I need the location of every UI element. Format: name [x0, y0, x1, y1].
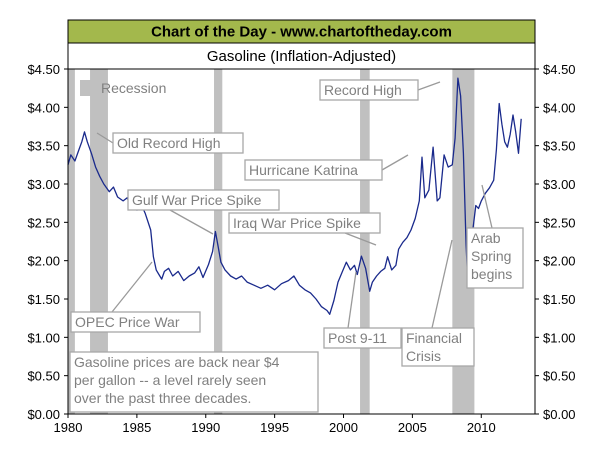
y-tick-label-right: $0.00 [543, 407, 576, 422]
annotation-box [228, 212, 381, 234]
annotation-box [69, 351, 319, 413]
y-tick-label-right: $1.00 [543, 330, 576, 345]
y-tick-label-left: $3.00 [27, 177, 60, 192]
annotation-text: Arab [471, 230, 501, 246]
y-tick-label-left: $0.00 [27, 407, 60, 422]
annotation-box [319, 79, 419, 101]
annotation-text: Financial [406, 330, 462, 346]
x-tick-label: 1990 [191, 420, 220, 435]
annotation-text: over the past three decades. [74, 390, 251, 406]
annotation-leader [344, 232, 377, 246]
y-tick-label-left: $4.50 [27, 62, 60, 77]
annotation-financial: Financial Crisis [401, 239, 475, 367]
annotation-box [401, 327, 475, 367]
annotation-text: Hurricane Katrina [249, 162, 358, 178]
subtitle-bar [67, 42, 536, 70]
legend: Recession [80, 80, 166, 96]
y-tick-label-left: $4.00 [27, 100, 60, 115]
annotation-text: Spring [471, 248, 511, 264]
y-tick-label-right: $2.00 [543, 254, 576, 269]
recession-band-0 [68, 69, 75, 414]
recession-band-2 [214, 69, 223, 414]
y-tick-label-left: $1.00 [27, 330, 60, 345]
annotation-leader [431, 239, 453, 329]
x-tick-label: 1995 [260, 420, 289, 435]
annotation-text: OPEC Price War [75, 314, 180, 330]
y-tick-label-right: $3.50 [543, 139, 576, 154]
x-tick-label: 2000 [329, 420, 358, 435]
annotation-text: Gulf War Price Spike [132, 192, 262, 208]
plot-frame [67, 68, 536, 415]
y-tick-label-left: $1.50 [27, 292, 60, 307]
annotation-box [323, 327, 402, 349]
annotation-text: Post 9-11 [328, 330, 387, 346]
x-tick-label: 2005 [398, 420, 427, 435]
y-tick-label-right: $4.00 [543, 100, 576, 115]
series-line [67, 77, 522, 315]
annotation-box [244, 159, 383, 181]
annotation-text: Old Record High [117, 135, 221, 151]
annotation-katrina: Hurricane Katrina [244, 154, 409, 181]
annotation-gulf-war: Gulf War Price Spike [127, 189, 280, 235]
y-tick-label-right: $2.50 [543, 215, 576, 230]
y-tick-label-right: $3.00 [543, 177, 576, 192]
annotation-text: Record High [324, 82, 402, 98]
annotation-post-911: Post 9-11 [323, 271, 402, 349]
annotation-iraq-war: Iraq War Price Spike [228, 212, 381, 246]
annotation-note: Gasoline prices are back near $4 per gall… [69, 351, 319, 413]
annotation-leader [169, 209, 214, 235]
annotation-leader [111, 261, 153, 313]
y-tick-label-right: $4.50 [543, 62, 576, 77]
annotation-leader [381, 154, 409, 171]
annotation-text: Crisis [406, 348, 441, 364]
annotation-text: Iraq War Price Spike [233, 215, 361, 231]
axes: $0.00 $0.00 $0.50 $0.50 $1.00 $1.00 $1.50 $1.50… [27, 62, 575, 435]
annotation-leader [481, 184, 493, 229]
x-tick-label: 1980 [54, 420, 83, 435]
x-tick-label: 1985 [122, 420, 151, 435]
banner-title: Chart of the Day - www.chartoftheday.com [151, 24, 452, 41]
annotation-record-high: Record High [319, 79, 441, 101]
annotation-leader [96, 132, 114, 144]
annotations: Old Record High Gulf War Price Spike Iraq … [69, 79, 524, 413]
y-tick-label-left: $2.00 [27, 254, 60, 269]
series-line-path [67, 77, 522, 315]
annotation-box [127, 189, 280, 211]
annotation-text: per gallon -- a level rarely seen [74, 372, 266, 388]
y-tick-label-right: $1.50 [543, 292, 576, 307]
legend-label: Recession [101, 80, 166, 96]
y-tick-label-left: $3.50 [27, 139, 60, 154]
annotation-leader [417, 81, 441, 91]
legend-swatch [80, 80, 96, 96]
annotation-text: Gasoline prices are back near $4 [74, 354, 280, 370]
chart-title: Gasoline (Inflation-Adjusted) [207, 48, 396, 65]
annotation-opec: OPEC Price War [70, 261, 201, 333]
annotation-text: begins [471, 266, 512, 282]
annotation-arab-spring: Arab Spring begins [466, 184, 524, 289]
x-tick-label: 2010 [467, 420, 496, 435]
recession-band-3 [360, 69, 370, 414]
annotation-box [466, 227, 524, 289]
annotation-leader [347, 271, 357, 329]
y-tick-label-left: $0.50 [27, 369, 60, 384]
annotation-old-record-high: Old Record High [96, 132, 244, 154]
annotation-box [70, 311, 201, 333]
y-tick-label-right: $0.50 [543, 369, 576, 384]
y-tick-label-left: $2.50 [27, 215, 60, 230]
annotation-box [112, 132, 244, 154]
